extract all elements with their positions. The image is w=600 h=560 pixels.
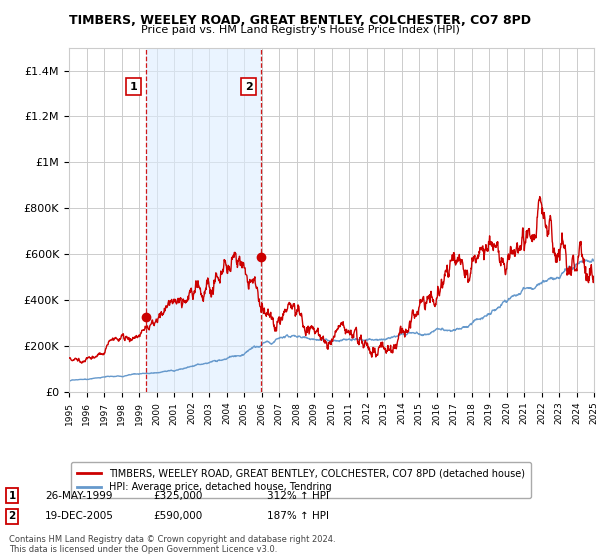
Text: 1: 1 xyxy=(130,82,137,92)
Text: 26-MAY-1999: 26-MAY-1999 xyxy=(45,491,113,501)
Text: TIMBERS, WEELEY ROAD, GREAT BENTLEY, COLCHESTER, CO7 8PD: TIMBERS, WEELEY ROAD, GREAT BENTLEY, COL… xyxy=(69,14,531,27)
Text: 187% ↑ HPI: 187% ↑ HPI xyxy=(267,511,329,521)
Text: 312% ↑ HPI: 312% ↑ HPI xyxy=(267,491,329,501)
Text: 2: 2 xyxy=(8,511,16,521)
Bar xyxy=(146,48,261,392)
Legend: TIMBERS, WEELEY ROAD, GREAT BENTLEY, COLCHESTER, CO7 8PD (detached house), HPI: : TIMBERS, WEELEY ROAD, GREAT BENTLEY, COL… xyxy=(71,463,531,498)
Text: Price paid vs. HM Land Registry's House Price Index (HPI): Price paid vs. HM Land Registry's House … xyxy=(140,25,460,35)
Text: £590,000: £590,000 xyxy=(153,511,202,521)
Text: 2: 2 xyxy=(245,82,253,92)
Text: £325,000: £325,000 xyxy=(153,491,202,501)
Text: 19-DEC-2005: 19-DEC-2005 xyxy=(45,511,114,521)
Text: Contains HM Land Registry data © Crown copyright and database right 2024.
This d: Contains HM Land Registry data © Crown c… xyxy=(9,535,335,554)
Text: 1: 1 xyxy=(8,491,16,501)
